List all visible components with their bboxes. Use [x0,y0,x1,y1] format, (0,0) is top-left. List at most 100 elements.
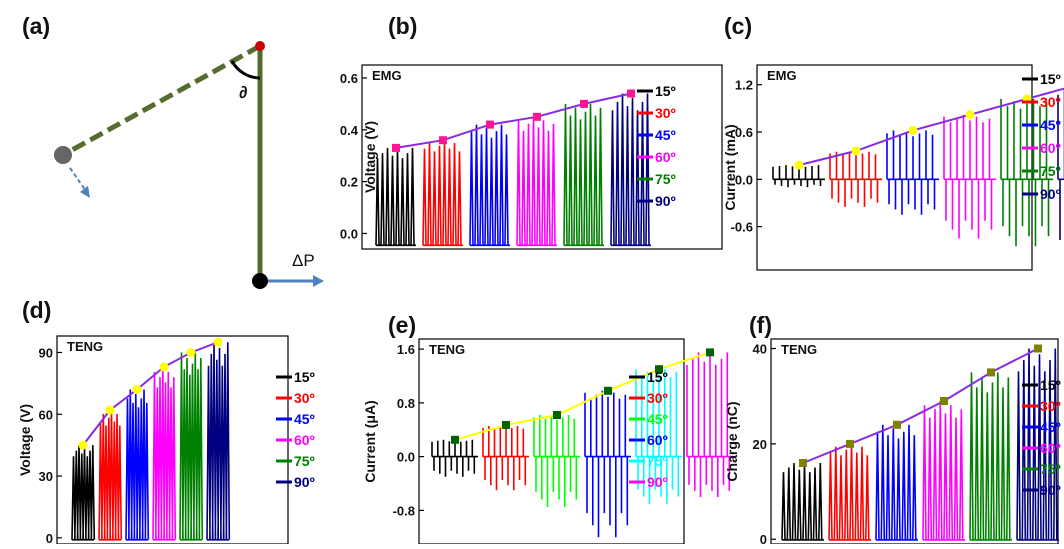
angle-symbol: ∂ [239,83,248,102]
signal-burst-4 [516,116,557,247]
signal-burst-5 [635,369,682,504]
y-axis-title: Voltage (V) [362,121,378,193]
data-point-2 [846,439,854,448]
y-tick-label: 40 [753,342,767,357]
data-point-4 [940,397,948,405]
legend-entry: 45º [647,411,668,427]
legend-entry: 60º [1040,440,1061,456]
signal-burst-5 [1000,98,1053,247]
trend-line [82,341,219,446]
signal-burst-3 [886,130,939,215]
signal-burst-6 [1016,348,1059,541]
angle-arc [230,60,261,80]
data-point-6 [1034,344,1042,353]
legend-entry: 90º [647,474,668,490]
trend-line [802,347,1039,464]
signal-burst-2 [828,443,871,541]
data-point-4 [604,386,612,395]
y-tick-label: 0 [760,532,767,544]
y-tick-label: 0.6 [735,125,753,140]
data-point-4 [159,362,169,372]
pendulum-bob-rest [252,273,268,289]
data-point-5 [655,365,663,374]
y-axis-title: Charge (nC) [724,401,740,481]
signal-burst-6 [610,93,651,247]
data-point-1 [799,459,807,467]
panel-label-b: (b) [388,13,417,39]
plot-title: EMG [372,68,402,83]
data-point-6 [213,337,223,347]
legend-entry: 15º [1040,377,1061,393]
panel-label-a: (a) [22,13,50,39]
signal-burst-4 [152,366,177,541]
legend-entry: 30º [655,105,676,121]
signal-burst-2 [482,425,529,491]
signal-burst-5 [563,103,604,247]
data-point-3 [893,420,901,429]
legend-entry: 45º [1040,117,1061,133]
plot-title: TENG [781,342,817,357]
legend-entry: 90º [294,474,315,490]
legend-entry: 60º [1040,140,1061,156]
data-point-2 [105,405,115,415]
data-point-1 [392,143,400,152]
data-point-6 [706,348,714,357]
y-tick-label: 0.0 [735,172,753,187]
trend-line [395,92,632,149]
data-point-1 [794,160,804,170]
legend-entry: 75º [655,171,676,187]
y-tick-label: 60 [39,407,53,422]
legend-entry: 45º [1040,419,1061,435]
signal-burst-6 [206,342,231,541]
y-tick-label: 0.6 [340,71,358,86]
y-axis-title: Voltage (V) [17,404,33,476]
data-point-5 [186,348,196,357]
data-point-6 [627,89,635,98]
legend-entry: 15º [294,369,315,385]
data-point-4 [965,110,975,120]
data-point-5 [987,368,995,377]
schematic-panel: (a) ∂ ΔP [22,13,324,289]
data-point-5 [580,99,588,108]
legend-entry: 60º [294,432,315,448]
trend-line [454,351,711,441]
signal-burst-3 [125,389,150,541]
signal-burst-2 [98,410,123,541]
pivot-point [255,41,265,51]
signal-burst-4 [922,400,965,541]
data-point-2 [851,146,861,156]
legend-entry: 30º [647,390,668,406]
data-point-3 [486,120,494,129]
signal-burst-4 [584,390,631,538]
legend-entry: 15º [647,369,668,385]
data-point-2 [502,421,510,429]
legend-entry: 60º [655,149,676,165]
motion-arrow-head [80,186,90,198]
data-point-1 [451,435,459,444]
plot-frame [756,64,1033,271]
signal-burst-1 [375,147,416,247]
data-point-3 [132,385,142,394]
panel-label-e: (e) [388,312,416,338]
panel-label-f: (f) [749,312,772,338]
y-tick-label: 90 [39,345,53,360]
signal-burst-3 [875,424,918,541]
signal-burst-1 [71,445,96,541]
force-label: ΔP [292,251,315,270]
legend-entry: 15º [655,83,676,99]
legend-entry: 45º [655,127,676,143]
plot-title: EMG [767,68,797,83]
y-axis-title: Current (μA) [362,400,378,482]
y-tick-label: -0.8 [393,503,415,518]
panel-d: (d) TENG 0 30 60 90 Voltage (V) 15º 30º 45º 60º 75º… [17,297,315,546]
plot-title: TENG [67,339,103,354]
signal-burst-1 [431,439,478,477]
data-point-3 [908,125,918,135]
y-tick-label: 20 [753,437,767,452]
force-arrow-head [313,275,324,287]
signal-burst-6 [686,352,733,497]
legend-entry: 30º [1040,398,1061,414]
legend-entry: 90º [1040,482,1061,498]
signal-burst-1 [772,165,825,188]
